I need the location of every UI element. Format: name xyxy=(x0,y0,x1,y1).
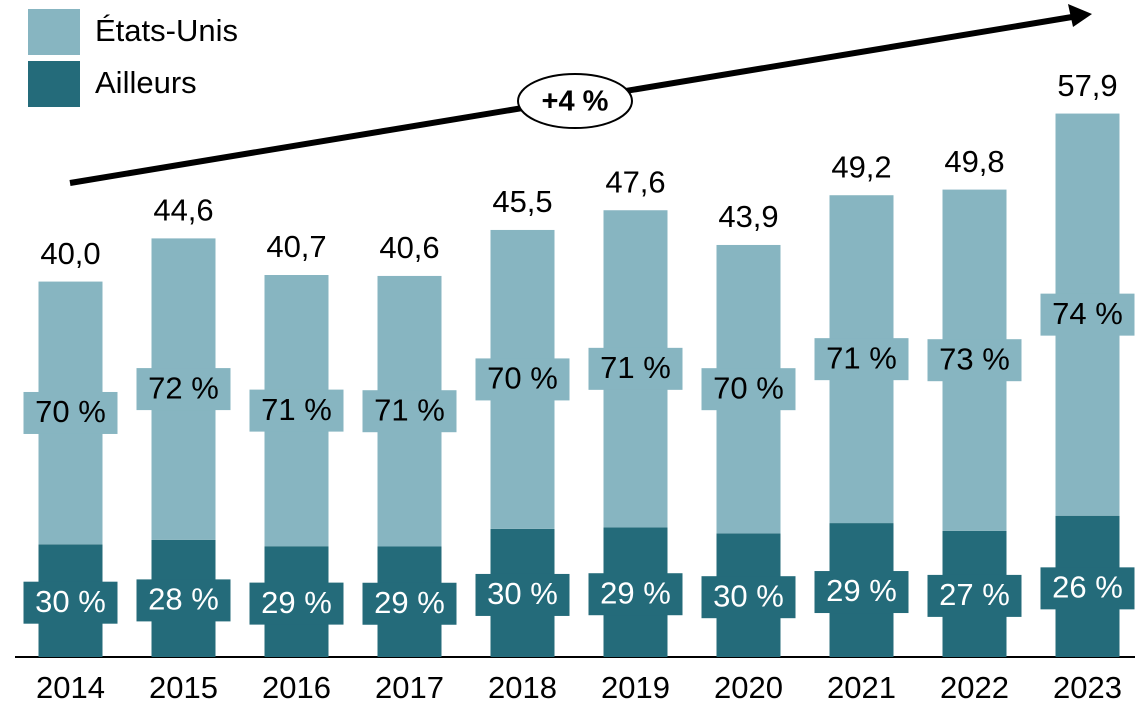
total-label: 57,9 xyxy=(1057,68,1117,103)
label-bg xyxy=(927,574,1022,617)
x-tick-label: 2021 xyxy=(827,670,896,705)
total-label: 47,6 xyxy=(605,164,665,199)
total-label: 45,5 xyxy=(492,184,552,219)
segment-label: 73 % xyxy=(939,341,1010,376)
label-bg xyxy=(23,391,118,434)
legend-label: Ailleurs xyxy=(95,65,197,100)
label-bg xyxy=(927,339,1022,382)
label-bg xyxy=(1040,567,1135,610)
legend-label: États-Unis xyxy=(95,13,238,48)
legend-swatch xyxy=(28,9,80,55)
label-bg xyxy=(701,576,796,619)
segment-label: 27 % xyxy=(939,577,1010,612)
label-bg xyxy=(362,582,457,625)
label-bg xyxy=(814,571,909,614)
segment-label: 29 % xyxy=(600,575,671,610)
legend-swatch xyxy=(28,61,80,107)
segment-label: 29 % xyxy=(261,585,332,620)
segment-label: 71 % xyxy=(261,392,332,427)
segment-label: 29 % xyxy=(374,585,445,620)
label-bg xyxy=(475,358,570,401)
total-label: 49,8 xyxy=(944,144,1004,179)
label-bg xyxy=(701,368,796,411)
segment-label: 72 % xyxy=(148,370,219,405)
segment-label: 71 % xyxy=(374,392,445,427)
label-bg xyxy=(814,338,909,381)
label-bg xyxy=(362,390,457,433)
total-label: 40,0 xyxy=(40,236,100,271)
x-tick-label: 2015 xyxy=(149,670,218,705)
segment-label: 71 % xyxy=(826,340,897,375)
x-tick-label: 2018 xyxy=(488,670,557,705)
label-bg xyxy=(588,573,683,616)
segment-label: 70 % xyxy=(487,361,558,396)
segment-label: 30 % xyxy=(35,584,106,619)
segment-label: 26 % xyxy=(1052,570,1123,605)
total-label: 40,7 xyxy=(266,229,326,264)
total-label: 44,6 xyxy=(153,193,213,228)
x-tick-label: 2014 xyxy=(36,670,105,705)
x-tick-label: 2020 xyxy=(714,670,783,705)
total-label: 43,9 xyxy=(718,199,778,234)
segment-label: 30 % xyxy=(487,576,558,611)
arrow-head xyxy=(1068,4,1092,27)
label-bg xyxy=(136,368,231,411)
annotation: +4 % xyxy=(542,86,609,118)
x-tick-label: 2019 xyxy=(601,670,670,705)
total-label: 49,2 xyxy=(831,149,891,184)
segment-label: 70 % xyxy=(35,394,106,429)
x-tick-label: 2023 xyxy=(1053,670,1122,705)
x-tick-label: 2022 xyxy=(940,670,1009,705)
segment-label: 28 % xyxy=(148,582,219,617)
label-bg xyxy=(136,579,231,622)
segment-label: 71 % xyxy=(600,350,671,385)
annotation-bubble xyxy=(517,73,633,129)
segment-label: 70 % xyxy=(713,370,784,405)
segment-label: 30 % xyxy=(713,578,784,613)
label-bg xyxy=(249,389,344,432)
x-tick-label: 2016 xyxy=(262,670,331,705)
label-bg xyxy=(249,582,344,625)
x-tick-label: 2017 xyxy=(375,670,444,705)
segment-label: 74 % xyxy=(1052,296,1123,331)
label-bg xyxy=(23,581,118,624)
segment-label: 29 % xyxy=(826,573,897,608)
label-bg xyxy=(588,347,683,390)
label-bg xyxy=(475,573,570,616)
label-bg xyxy=(1040,293,1135,336)
total-label: 40,6 xyxy=(379,230,439,265)
